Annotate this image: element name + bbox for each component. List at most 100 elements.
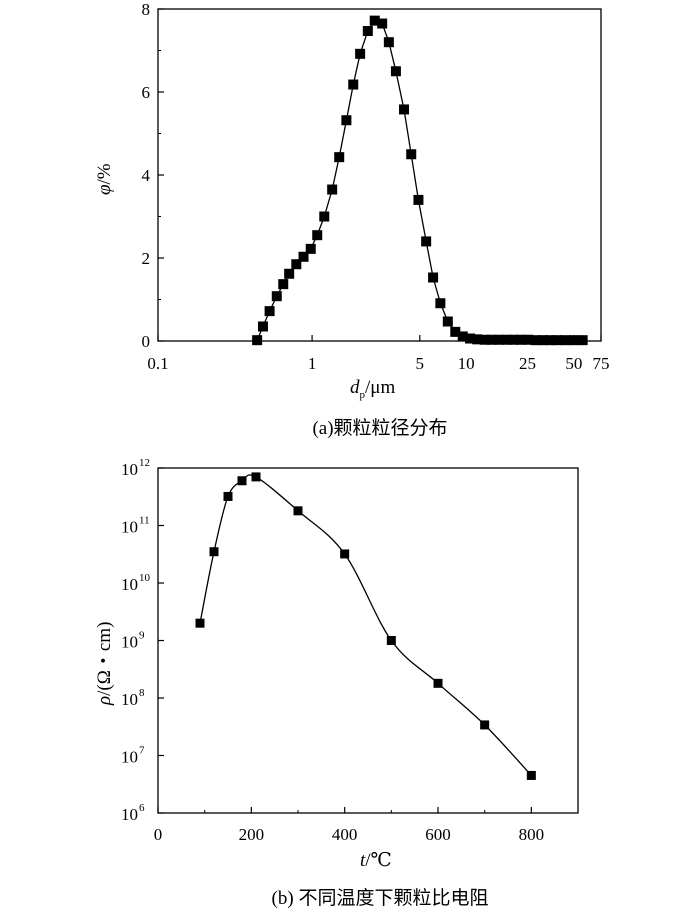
plot-b-ytick-exponent: 7 [139,745,145,757]
plot-a-ytick-label: 2 [142,249,151,268]
plot-a-xtick-label: 75 [593,354,610,373]
plot-b-data-point [209,547,219,557]
plot-a-xlabel: dp/μm [350,377,395,401]
plot-a-data-point [355,48,366,59]
plot-a-xtick-label: 25 [519,354,536,373]
plot-a-xtick-label: 0.1 [147,354,168,373]
plot-b-data-point [195,618,205,628]
plot-a-ytick-label: 0 [142,332,151,351]
plot-a-data-point [298,251,309,262]
plot-a-data-point [362,25,373,36]
plot-a-data-point [399,104,410,115]
plot-a-ticks: 0.1 1 5 10 25 50 75 0 2 4 6 8 [142,0,610,373]
plot-b-ytick-label: 10 [121,460,138,479]
plot-b-xtick-label: 600 [425,825,451,844]
plot-a-data-point [568,335,579,346]
plot-a-xtick-label: 50 [565,354,582,373]
plot-a-caption: (a)颗粒粒径分布 [312,417,447,439]
plot-a-data-point [284,268,295,279]
plot-a-data-point [319,211,330,222]
plot-a-xtick-label: 5 [416,354,425,373]
plot-b-ylabel: ρ/(Ω・cm) [94,622,115,706]
plot-a-data-point [523,334,534,345]
plot-a-data-point [486,334,497,345]
plot-a-data-point [465,333,476,344]
plot-b-ytick-label: 10 [121,633,138,652]
plot-b-data-point [433,678,443,688]
plot-b-ytick-exponent: 11 [139,515,150,527]
plot-a-data-point [383,37,394,48]
plot-a-data-point [305,243,316,254]
plot-a-data-point [341,115,352,126]
plot-a-data-point [413,194,424,205]
plot-a-markers [252,15,588,346]
plot-b-data-point [480,720,490,730]
plot-b-ytick-label: 10 [121,805,138,824]
plot-b-data-point [340,549,350,559]
plot-b-ytick-label: 10 [121,748,138,767]
plot-b-ytick-exponent: 12 [139,457,150,469]
plot-b-ytick-exponent: 10 [139,572,151,584]
plot-a-data-point [435,298,446,309]
plot-b-xtick-label: 400 [332,825,358,844]
plot-a-data-point [348,79,359,90]
plot-b-data-point [386,636,396,645]
plot-b-data-point [237,476,247,486]
plot-a-data-point [501,334,512,345]
plot-a-xtick-label: 1 [308,354,317,373]
plot-a-data-point [327,184,338,195]
plot-a-ylabel: φ/% [94,163,115,195]
plot-a-data-point [442,316,453,327]
plot-a-data-point [406,149,417,160]
plot-a-data-point [390,66,401,77]
plot-a-data-point [377,18,388,29]
plot-b-ytick-label: 10 [121,690,138,709]
plot-b-series-line [199,474,532,776]
plot-b-xtick-label: 800 [519,825,545,844]
plot-b-xtick-label: 0 [154,825,163,844]
plot-a-data-point [334,152,345,163]
plot-a-data-point [577,335,588,346]
plot-b-data-point [526,770,536,780]
plot-a-data-point [450,326,461,337]
plot-b-ytick-exponent: 8 [139,687,145,699]
plot-b-xlabel: t/℃ [360,850,392,871]
plot-b-ytick-exponent: 9 [139,630,145,642]
plot-a-data-point [494,334,505,345]
plot-a-data-point [428,272,439,283]
plot-b-markers [195,472,536,780]
plot-a-series-line [256,19,583,341]
plot-a-data-point [291,259,302,270]
plot-b-ytick-label: 10 [121,518,138,537]
plot-a-data-point [278,279,289,290]
plot-b-ytick-label: 10 [121,575,138,594]
panel-a-particle-size-distribution: 0.1 1 5 10 25 50 75 0 2 4 6 8 dp/μm φ/% (a)颗粒粒径分布 [94,0,610,439]
plot-b-data-point [223,491,233,501]
plot-a-data-point [312,230,323,241]
plot-a-data-point [479,334,490,345]
plot-b-ytick-exponent: 6 [139,802,145,814]
plot-a-xtick-label: 10 [458,354,475,373]
plot-a-data-point [264,306,275,317]
plot-a-data-point [252,335,263,346]
plot-a-data-point [552,335,563,346]
plot-b-xtick-label: 200 [239,825,265,844]
plot-a-ytick-label: 4 [142,166,151,185]
plot-a-data-point [472,334,483,345]
plot-a-data-point [537,335,548,346]
plot-a-data-point [369,15,380,26]
plot-b-caption: (b) 不同温度下颗粒比电阻 [272,887,489,909]
plot-a-data-point [457,331,468,342]
plot-a-data-point [421,236,432,247]
plot-b-data-point [293,506,303,516]
plot-a-frame [157,8,602,342]
plot-a-data-point [271,291,282,302]
plot-a-data-point [530,335,541,346]
plot-a-data-point [516,334,527,345]
plot-a-data-point [508,334,519,345]
plot-a-ytick-label: 8 [142,0,151,19]
plot-a-ytick-label: 6 [142,83,151,102]
